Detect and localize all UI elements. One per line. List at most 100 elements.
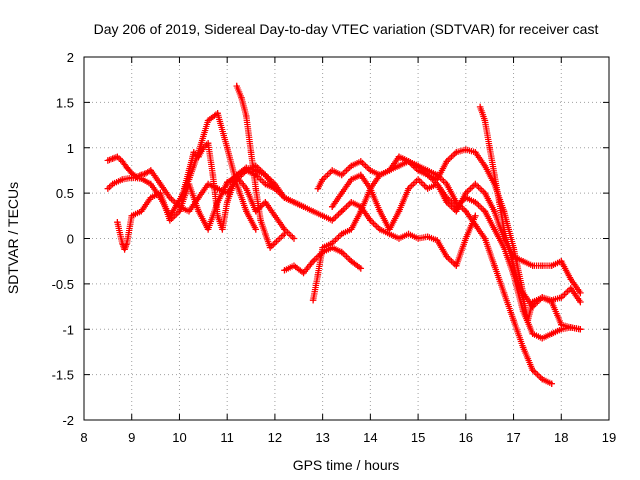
data-point <box>190 149 197 156</box>
data-point <box>386 167 393 174</box>
series-arc-11 <box>395 153 584 297</box>
data-point <box>266 244 274 251</box>
data-point <box>252 226 260 233</box>
data-point <box>414 176 422 183</box>
data-point <box>357 158 365 165</box>
data-point <box>252 208 260 215</box>
data-point <box>386 226 393 233</box>
data-point <box>348 199 355 206</box>
data-point <box>262 199 269 206</box>
data-point <box>577 289 584 297</box>
data-point <box>491 262 498 269</box>
data-point <box>367 185 374 192</box>
data-point <box>319 244 326 251</box>
data-point <box>328 203 336 210</box>
data-point <box>481 162 489 170</box>
data-point <box>395 153 403 161</box>
y-tick-labels: 2 1.5 1 0.5 0 -0.5 -1 -1.5 -2 <box>52 50 74 428</box>
data-point <box>338 171 345 179</box>
data-point <box>519 344 527 351</box>
data-point <box>121 246 128 253</box>
data-point <box>538 375 546 383</box>
data-point <box>238 94 245 102</box>
data-point <box>338 208 345 215</box>
data-point <box>147 167 155 174</box>
data-point <box>405 230 412 238</box>
data-point <box>505 244 512 251</box>
data-point <box>319 212 326 220</box>
series-arc-9 <box>314 146 584 333</box>
data-point <box>314 271 322 278</box>
data-point <box>166 217 174 224</box>
data-point <box>472 149 479 156</box>
y-tick-label: -1.5 <box>52 368 74 383</box>
data-point <box>367 217 374 224</box>
data-point <box>548 380 555 387</box>
data-point <box>510 262 517 269</box>
data-point <box>281 194 288 201</box>
data-point <box>262 180 269 188</box>
data-point <box>357 171 365 179</box>
y-tick-label: -2 <box>62 413 74 428</box>
x-tick-label: 8 <box>80 430 87 445</box>
data-point <box>515 280 522 288</box>
data-point <box>348 226 355 233</box>
data-point <box>348 176 355 183</box>
data-point <box>462 208 470 215</box>
data-point <box>181 185 188 192</box>
data-point <box>223 144 231 151</box>
x-tick-label: 9 <box>128 430 135 445</box>
data-point <box>214 185 221 192</box>
data-point <box>414 162 422 170</box>
data-point <box>548 330 555 337</box>
data-point <box>500 289 508 297</box>
data-point <box>262 171 269 179</box>
data-point <box>123 239 131 247</box>
x-tick-label: 11 <box>220 430 234 445</box>
data-point <box>405 185 412 192</box>
data-point <box>529 262 536 269</box>
x-tick-label: 18 <box>554 430 568 445</box>
data-point <box>109 180 116 188</box>
data-point <box>491 171 498 179</box>
y-tick-label: -1 <box>62 322 74 337</box>
data-point <box>453 208 460 215</box>
data-point <box>176 208 183 215</box>
data-point <box>223 180 231 188</box>
data-point <box>147 180 155 188</box>
data-point <box>309 257 317 265</box>
data-point <box>500 226 508 233</box>
data-point <box>524 316 532 324</box>
data-point <box>300 269 307 277</box>
series-markers <box>314 146 584 333</box>
data-point <box>219 226 226 233</box>
data-point <box>548 262 555 269</box>
data-point <box>472 221 479 229</box>
y-tick-label: 1 <box>67 141 74 156</box>
data-point <box>157 189 164 197</box>
data-point <box>185 208 193 215</box>
data-point <box>233 82 240 90</box>
x-axis-label: GPS time / hours <box>293 457 400 473</box>
data-point <box>567 285 575 292</box>
data-point <box>309 208 317 215</box>
data-point <box>290 262 298 269</box>
data-point <box>577 298 584 306</box>
x-tick-label: 13 <box>315 430 329 445</box>
data-point <box>395 162 403 170</box>
data-point <box>200 144 207 151</box>
data-point <box>142 169 150 177</box>
data-point <box>328 239 336 247</box>
data-point <box>118 158 126 165</box>
data-point <box>567 324 575 331</box>
data-point <box>357 208 365 215</box>
series-arc-10 <box>328 171 584 342</box>
data-point <box>138 175 145 182</box>
data-point <box>558 257 565 265</box>
data-point <box>443 158 450 165</box>
data-point <box>548 297 555 304</box>
data-point <box>271 239 279 247</box>
data-point <box>462 146 470 153</box>
data-point <box>328 167 336 174</box>
data-point <box>271 180 279 188</box>
